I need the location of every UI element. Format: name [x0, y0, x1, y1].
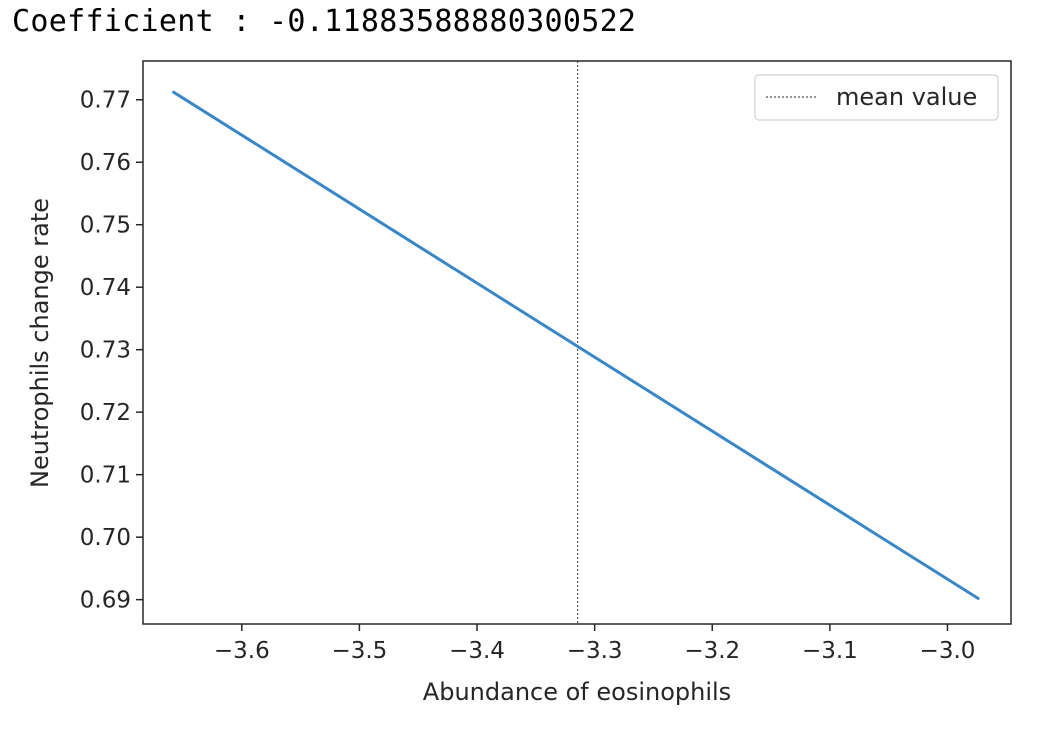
- y-tick-label: 0.74: [80, 275, 131, 301]
- x-axis-label: Abundance of eosinophils: [423, 678, 731, 706]
- legend: mean value: [754, 74, 999, 121]
- legend-box: [754, 74, 999, 121]
- coefficient-output: Coefficient : -0.11883588880300522: [12, 4, 637, 39]
- x-tick-label: −3.5: [331, 638, 387, 664]
- y-tick-label: 0.69: [80, 588, 131, 614]
- y-axis: 0.69 0.70 0.71 0.72 0.73 0.74 0.75 0.76 0.77: [80, 88, 143, 614]
- legend-mean-value-label: mean value: [836, 83, 977, 111]
- series-line-1: [172, 90, 980, 600]
- y-tick-label: 0.75: [80, 213, 131, 239]
- y-axis-label: Neutrophils change rate: [26, 198, 54, 488]
- x-tick-label: −3.2: [684, 638, 740, 664]
- y-tick-label: 0.71: [80, 463, 131, 489]
- x-tick-label: −3.0: [920, 638, 976, 664]
- x-tick-label: −3.4: [449, 638, 505, 664]
- x-tick-label: −3.6: [214, 638, 270, 664]
- plot-frame: [142, 60, 1012, 625]
- x-tick-label: −3.1: [802, 638, 858, 664]
- y-tick-label: 0.73: [80, 338, 131, 364]
- y-tick-label: 0.77: [80, 88, 131, 114]
- y-tick-label: 0.72: [80, 400, 131, 426]
- y-tick-label: 0.70: [80, 525, 131, 551]
- x-tick-label: −3.3: [567, 638, 623, 664]
- x-axis: −3.6 −3.5 −3.4 −3.3 −3.2 −3.1 −3.0: [214, 624, 976, 664]
- y-tick-label: 0.76: [80, 150, 131, 176]
